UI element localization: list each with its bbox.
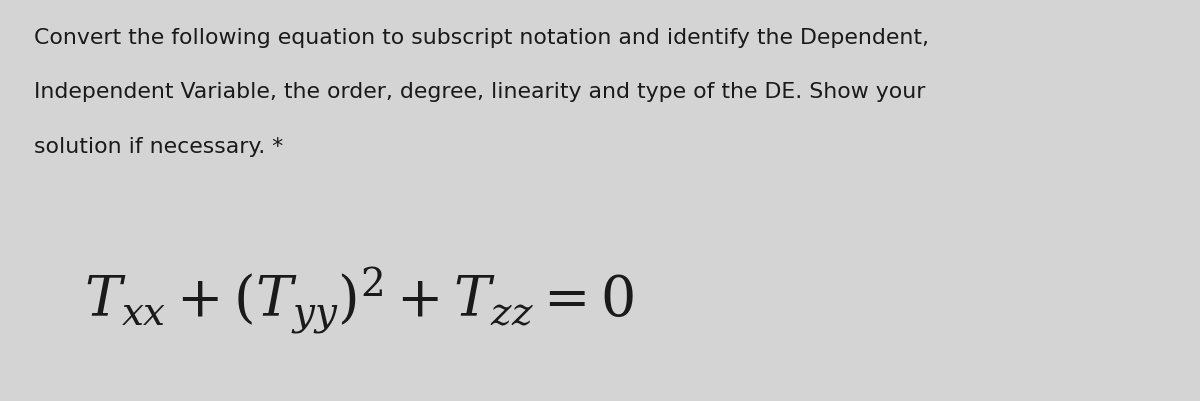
Text: Independent Variable, the order, degree, linearity and type of the DE. Show your: Independent Variable, the order, degree,… xyxy=(34,82,925,102)
Text: solution if necessary. *: solution if necessary. * xyxy=(34,136,283,156)
Text: Convert the following equation to subscript notation and identify the Dependent,: Convert the following equation to subscr… xyxy=(34,28,929,48)
Text: $T_{xx} + (T_{yy})^2 + T_{zz} = 0$: $T_{xx} + (T_{yy})^2 + T_{zz} = 0$ xyxy=(84,265,635,336)
